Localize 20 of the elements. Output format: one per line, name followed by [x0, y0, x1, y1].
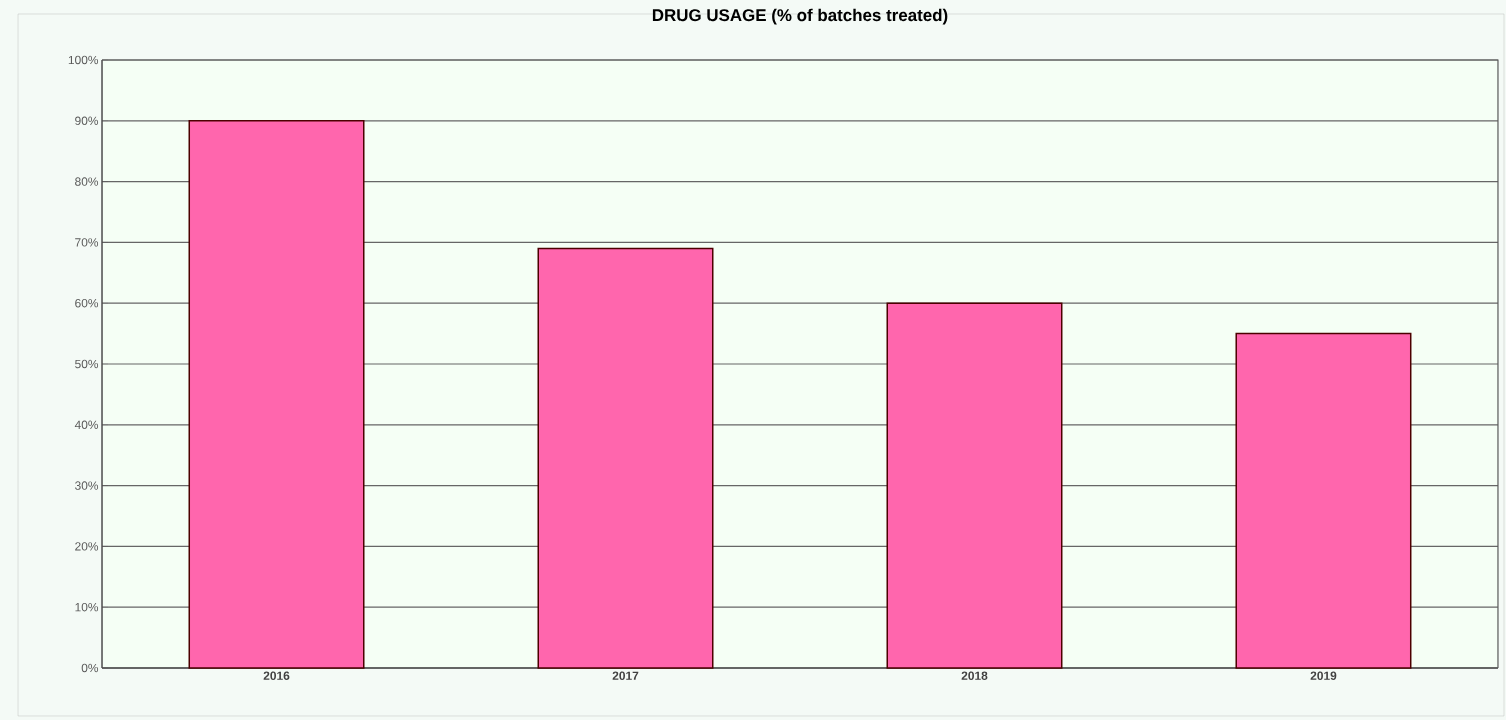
y-tick-label: 90% [75, 116, 99, 126]
y-tick-label: 100% [68, 55, 99, 65]
y-tick-label: 60% [75, 298, 99, 308]
y-tick-label: 10% [75, 602, 99, 612]
y-tick-label: 50% [75, 359, 99, 369]
bar [537, 247, 714, 669]
bar [1235, 332, 1412, 669]
x-tick-label: 2017 [612, 671, 639, 680]
bar [188, 120, 365, 669]
y-tick-label: 80% [75, 177, 99, 186]
x-tick-label: 2019 [1310, 671, 1337, 680]
y-tick-label: 0% [81, 663, 99, 673]
y-tick-label: 70% [75, 238, 99, 247]
y-tick-label: 30% [75, 481, 99, 490]
y-tick-label: 20% [75, 542, 99, 551]
y-tick-label: 40% [74, 420, 99, 430]
bar [886, 302, 1063, 669]
x-tick-label: 2016 [263, 671, 290, 680]
x-tick-label: 2018 [961, 671, 988, 680]
chart-title: DRUG USAGE (% of batches treated) [652, 8, 948, 25]
